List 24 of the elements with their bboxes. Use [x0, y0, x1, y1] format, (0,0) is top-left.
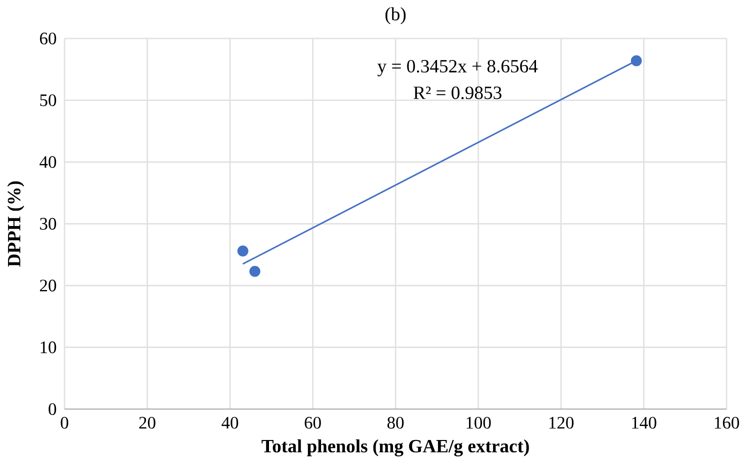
y-tick-label: 40: [40, 156, 56, 168]
x-tick-label: 140: [632, 417, 656, 429]
annotation: R² = 0.9853: [414, 86, 502, 100]
y-axis-title: DPPH (%): [7, 182, 24, 267]
x-tick-label: 20: [139, 417, 156, 429]
point: [630, 55, 642, 66]
y-tick-label: 50: [40, 94, 56, 106]
x-tick-label: 0: [60, 417, 68, 429]
y-tick-label: 20: [40, 280, 56, 292]
y-tick-label: 60: [40, 32, 56, 45]
x-tick-label: 100: [466, 417, 491, 429]
x-tick-label: 40: [222, 417, 238, 429]
point: [237, 246, 248, 257]
chart-title: (b): [386, 7, 406, 24]
y-tick-label: 10: [40, 342, 56, 354]
x-tick-label: 80: [387, 417, 404, 429]
x-tick-label: 120: [549, 417, 574, 429]
y-tick-label: 30: [40, 218, 56, 230]
x-axis-title: Total phenols (mg GAE/g extract): [262, 439, 529, 457]
point: [249, 266, 260, 277]
x-tick-label: 60: [304, 417, 321, 429]
annotation: y = 0.3452x + 8.6564: [377, 60, 538, 77]
y-tick-label: 0: [48, 403, 56, 416]
x-tick-label: 160: [714, 417, 740, 429]
